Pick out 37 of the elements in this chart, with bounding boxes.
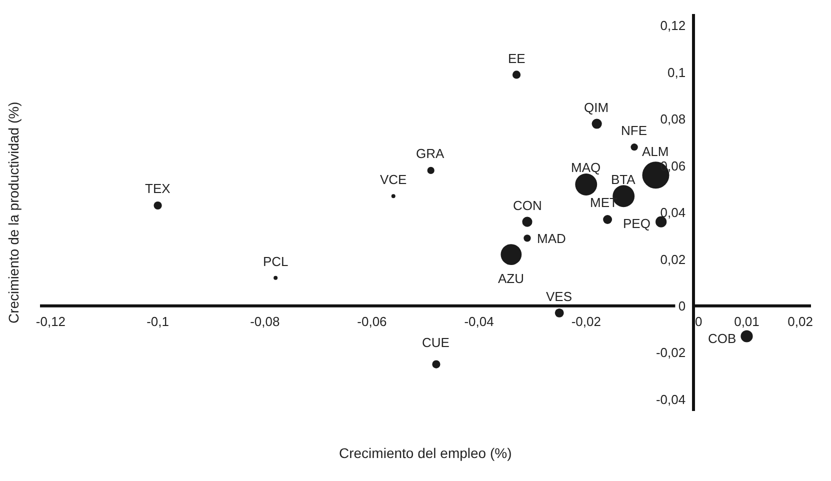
y-tick-label: 0: [678, 298, 686, 314]
annotation: VES: [546, 289, 572, 304]
y-tick-label: 0,08: [660, 112, 686, 127]
x-tick-label: -0,06: [357, 314, 387, 329]
annotation: NFE: [621, 123, 648, 138]
annotation: PCL: [263, 254, 288, 269]
annotation: PEQ: [623, 216, 650, 231]
annotation: ALM: [642, 144, 669, 159]
x-axis-title: Crecimiento del empleo (%): [339, 445, 512, 461]
annotation: COB: [708, 331, 736, 346]
y-axis-title: Crecimiento de la productividad (%): [6, 102, 22, 324]
annotation: MAQ: [571, 160, 601, 175]
annotation: TEX: [145, 181, 171, 196]
x-tick-label: -0,08: [250, 314, 280, 329]
y-tick-label: 0,02: [660, 252, 686, 267]
annotation: MAD: [537, 231, 566, 246]
y-tick-label: 0,12: [660, 18, 686, 34]
annotation: VCE: [380, 172, 408, 187]
y-tick-label: 0,1: [668, 64, 686, 80]
y-tick-label: 0,04: [660, 205, 686, 220]
annotation: BTA: [611, 172, 636, 187]
x-tick-label: 0,02: [788, 314, 813, 329]
y-tick-label: -0,02: [656, 345, 686, 360]
y-tick-label: -0,04: [656, 392, 686, 407]
annotation: MET: [590, 195, 618, 210]
annotation: GRA: [416, 146, 444, 161]
annotation: EE: [508, 51, 526, 66]
x-tick-label: -0,12: [36, 314, 66, 329]
x-tick-label: -0,1: [146, 314, 169, 329]
x-tick-label: 0,01: [734, 314, 760, 329]
x-tick-label: -0,02: [571, 314, 601, 329]
x-tick-label: 0: [684, 314, 702, 329]
x-tick-label: -0,04: [464, 314, 494, 329]
annotation: CON: [513, 198, 542, 213]
annotation: QIM: [584, 100, 609, 115]
annotation: CUE: [422, 335, 450, 350]
annotation: AZU: [498, 271, 524, 286]
